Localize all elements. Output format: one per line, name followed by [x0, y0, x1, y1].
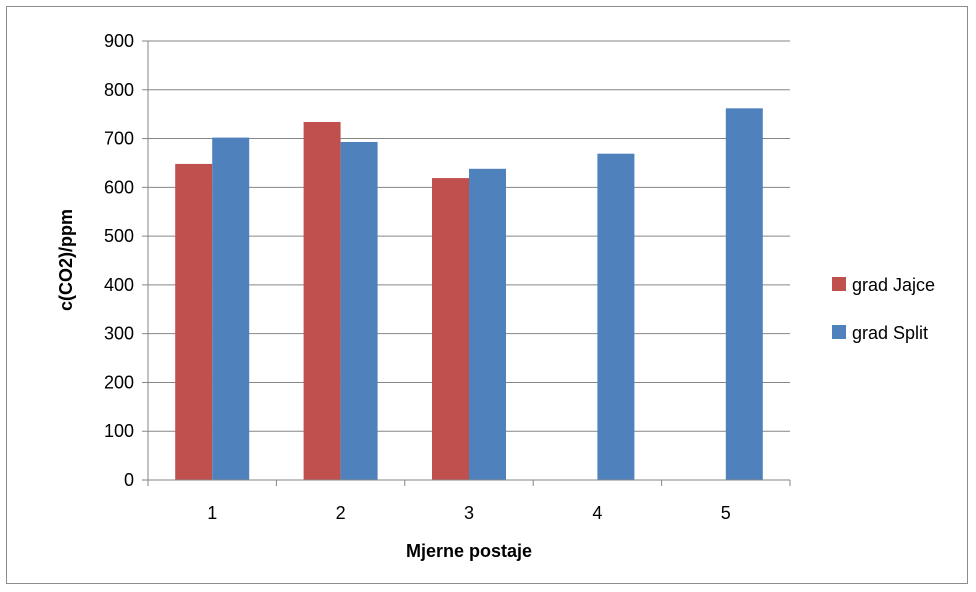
legend-label: grad Split	[852, 323, 928, 343]
y-axis-title: c(CO2)/ppm	[56, 209, 76, 311]
y-tick-label: 800	[104, 80, 134, 100]
x-tick-label: 2	[336, 503, 346, 523]
legend-swatch	[832, 325, 846, 339]
bar	[340, 141, 378, 480]
bar	[725, 108, 763, 481]
x-tick-labels: 1 2 3 4 5	[207, 503, 731, 523]
x-tick-label: 3	[464, 503, 474, 523]
y-tick-label: 100	[104, 421, 134, 441]
x-tick-label: 5	[721, 503, 731, 523]
y-tick-label: 200	[104, 372, 134, 392]
bar	[303, 121, 341, 481]
legend-swatch	[832, 277, 846, 291]
y-tick-label: 900	[104, 31, 134, 51]
axes	[142, 40, 791, 486]
bar	[432, 178, 469, 480]
y-tick-label: 300	[104, 324, 134, 344]
legend-label: grad Jajce	[852, 275, 935, 295]
y-tick-labels: 0 100 200 300 400 500 600 700 800 900	[104, 31, 134, 490]
y-tick-label: 600	[104, 177, 134, 197]
x-tick-label: 4	[592, 503, 602, 523]
bar	[597, 153, 635, 480]
legend: grad Jajce grad Split	[832, 275, 935, 343]
bars	[175, 108, 763, 481]
y-tick-label: 400	[104, 275, 134, 295]
bar	[212, 137, 250, 480]
bar	[469, 168, 506, 480]
y-tick-label: 0	[124, 470, 134, 490]
x-tick-label: 1	[207, 503, 217, 523]
bar	[175, 163, 213, 481]
x-axis-title: Mjerne postaje	[406, 541, 532, 561]
y-tick-label: 700	[104, 129, 134, 149]
y-tick-label: 500	[104, 226, 134, 246]
